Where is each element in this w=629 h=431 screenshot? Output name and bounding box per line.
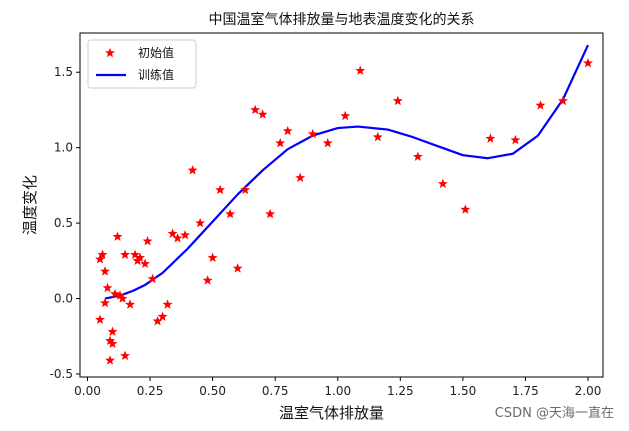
data-point-star (322, 137, 333, 148)
y-tick-label: 0.5 (54, 216, 73, 230)
data-point-star (232, 263, 243, 273)
data-point-star (535, 100, 546, 110)
legend-label-initial: 初始值 (138, 45, 174, 60)
x-tick-label: 2.00 (575, 384, 602, 398)
data-point-star (157, 311, 168, 321)
data-point-star (115, 290, 125, 300)
data-point-star (583, 57, 593, 68)
data-point-star (240, 184, 251, 195)
data-point-star (392, 95, 403, 106)
y-tick-label: -0.5 (50, 367, 73, 381)
data-point-star (95, 254, 105, 264)
data-point-star (120, 350, 130, 361)
data-point-star (95, 314, 105, 324)
data-point-star (460, 204, 471, 214)
data-point-star (187, 165, 198, 175)
data-point-star (180, 229, 191, 240)
data-point-star (412, 151, 423, 161)
data-point-star (265, 208, 276, 219)
legend-star-icon (105, 47, 115, 58)
data-point-star (105, 355, 115, 365)
x-tick-label: 1.50 (450, 384, 477, 398)
data-point-star (105, 335, 115, 345)
data-point-star (207, 252, 218, 263)
data-point-star (510, 134, 521, 145)
plot-frame (79, 32, 604, 378)
watermark: CSDN @天海一直在 (495, 406, 614, 421)
data-point-star (372, 131, 383, 142)
data-point-star (355, 65, 366, 75)
y-tick-label: 1.5 (54, 65, 73, 79)
y-axis-title: 温度变化 (21, 175, 39, 235)
data-point-star (152, 315, 163, 326)
data-point-star (125, 299, 135, 309)
legend-label-trained: 训练值 (138, 67, 174, 82)
data-point-star (140, 258, 151, 269)
data-point-star (142, 236, 153, 246)
data-point-star (257, 109, 268, 119)
data-point-star (112, 231, 123, 241)
y-tick-label: 0.0 (54, 292, 73, 306)
data-point-star (558, 95, 568, 106)
data-point-star (100, 266, 110, 276)
data-point-star (135, 252, 145, 263)
x-axis-ticks: 0.00 0.25 0.50 0.75 1.00 1.25 1.50 1.75 2.00 (74, 377, 601, 398)
data-point-star (485, 133, 496, 143)
data-point-star (215, 184, 226, 195)
data-point-star (275, 137, 286, 148)
chart-title: 中国温室气体排放量与地表温度变化的关系 (209, 11, 475, 28)
x-tick-label: 1.25 (387, 384, 414, 398)
data-point-star (100, 297, 110, 308)
data-point-star (340, 110, 351, 121)
data-point-star (295, 172, 306, 183)
data-point-star (107, 326, 118, 336)
x-tick-label: 1.00 (324, 384, 351, 398)
data-point-star (437, 178, 448, 189)
data-point-star (107, 338, 118, 349)
data-point-star (167, 228, 178, 238)
x-tick-label: 1.75 (512, 384, 539, 398)
data-point-star (195, 217, 206, 228)
data-point-star (102, 282, 113, 293)
data-point-star (97, 249, 108, 259)
data-point-star (172, 232, 183, 243)
data-point-star (202, 275, 213, 285)
data-point-star (162, 299, 173, 309)
x-tick-label: 0.50 (199, 384, 226, 398)
y-axis-ticks: -0.5 0.0 0.5 1.0 1.5 (50, 65, 80, 381)
data-point-star (147, 273, 158, 284)
data-point-star (120, 249, 130, 259)
x-tick-label: 0.75 (262, 384, 289, 398)
data-point-star (282, 125, 293, 136)
data-point-star (225, 208, 236, 219)
x-tick-label: 0.00 (74, 384, 101, 398)
data-point-star (250, 104, 261, 115)
data-point-star (130, 249, 140, 259)
x-axis-title: 温室气体排放量 (279, 404, 384, 422)
data-point-star (117, 293, 128, 303)
series-scatter-initial (95, 57, 593, 365)
y-tick-label: 1.0 (54, 141, 73, 155)
x-tick-label: 0.25 (137, 384, 164, 398)
data-point-star (110, 288, 120, 299)
data-point-star (307, 128, 318, 139)
